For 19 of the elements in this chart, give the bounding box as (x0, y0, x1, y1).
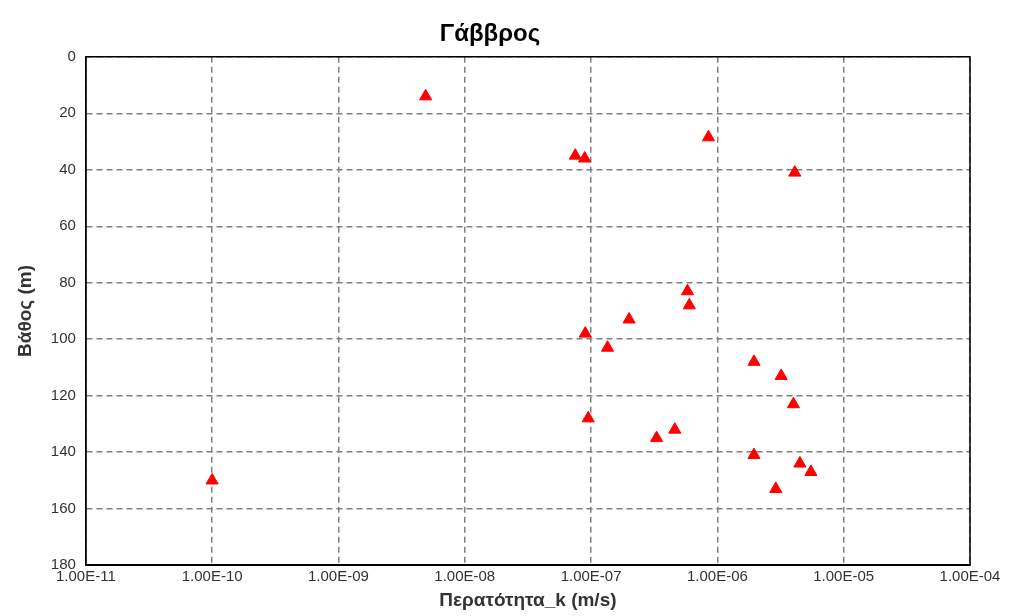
chart-title: Γάββρος (439, 19, 541, 47)
x-tick-label: 1.00E-06 (686, 567, 748, 585)
y-tick-label: 60 (59, 216, 76, 234)
y-axis-title: Βάθος (m) (13, 265, 35, 357)
x-tick-label: 1.00E-07 (560, 567, 622, 585)
x-tick-label: 1.00E-10 (181, 567, 243, 585)
y-tick-label: 80 (59, 272, 76, 290)
y-tick-label: 0 (67, 46, 76, 64)
x-tick-label: 1.00E-05 (813, 567, 875, 585)
x-tick-label: 1.00E-08 (434, 567, 496, 585)
y-tick-label: 140 (50, 442, 76, 460)
y-tick-label: 20 (59, 103, 76, 121)
x-tick-label: 1.00E-04 (939, 567, 1001, 585)
y-tick-label: 120 (50, 385, 76, 403)
y-tick-label: 40 (59, 159, 76, 177)
y-tick-label: 100 (50, 329, 76, 347)
x-tick-label: 1.00E-09 (308, 567, 369, 585)
y-tick-label: 160 (50, 498, 76, 516)
x-axis-title: Περατότητα_k (m/s) (439, 588, 617, 610)
